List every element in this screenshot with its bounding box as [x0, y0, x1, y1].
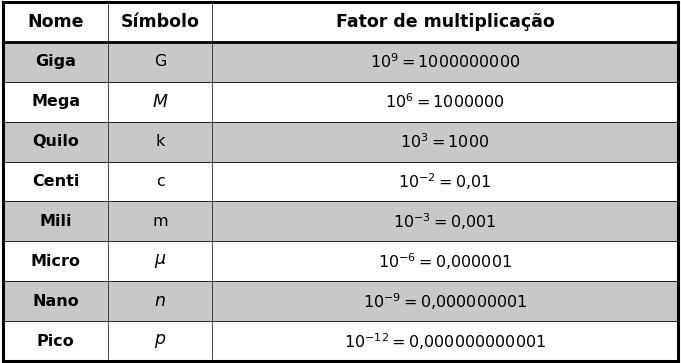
- Text: Giga: Giga: [35, 54, 76, 69]
- Text: $M$: $M$: [152, 93, 168, 111]
- Bar: [3, 241, 678, 281]
- Text: m: m: [153, 214, 168, 229]
- Text: Nome: Nome: [27, 13, 84, 31]
- Text: $10^{9} = 1000000000$: $10^{9} = 1000000000$: [370, 52, 520, 71]
- Text: Mili: Mili: [39, 214, 72, 229]
- Text: $10^{-9} = 0{,}000000001$: $10^{-9} = 0{,}000000001$: [363, 291, 527, 312]
- Text: $n$: $n$: [154, 292, 166, 310]
- Bar: [3, 42, 678, 82]
- Bar: [3, 2, 678, 42]
- Text: G: G: [154, 54, 166, 69]
- Text: $10^{3} = 1000$: $10^{3} = 1000$: [400, 132, 490, 151]
- Text: $\mu$: $\mu$: [154, 252, 166, 270]
- Bar: [3, 201, 678, 241]
- Text: Mega: Mega: [31, 94, 80, 109]
- Text: $10^{-12} = 0{,}000000000001$: $10^{-12} = 0{,}000000000001$: [344, 331, 546, 352]
- Bar: [3, 82, 678, 122]
- Text: Pico: Pico: [37, 334, 74, 349]
- Text: $10^{-6} = 0{,}000001$: $10^{-6} = 0{,}000001$: [378, 251, 512, 272]
- Text: Fator de multiplicação: Fator de multiplicação: [336, 13, 554, 31]
- Text: Nano: Nano: [32, 294, 79, 309]
- Text: k: k: [155, 134, 165, 149]
- Bar: [3, 281, 678, 321]
- Bar: [3, 122, 678, 162]
- Text: $p$: $p$: [154, 332, 166, 350]
- Text: Símbolo: Símbolo: [121, 13, 200, 31]
- Text: $10^{-2} = 0{,}01$: $10^{-2} = 0{,}01$: [398, 171, 492, 192]
- Text: c: c: [156, 174, 165, 189]
- Text: Centi: Centi: [32, 174, 80, 189]
- Text: Quilo: Quilo: [32, 134, 79, 149]
- Text: $10^{6} = 1000000$: $10^{6} = 1000000$: [385, 92, 505, 111]
- Bar: [3, 162, 678, 201]
- Text: $10^{-3} = 0{,}001$: $10^{-3} = 0{,}001$: [393, 211, 496, 232]
- Bar: [3, 321, 678, 361]
- Text: Micro: Micro: [31, 254, 80, 269]
